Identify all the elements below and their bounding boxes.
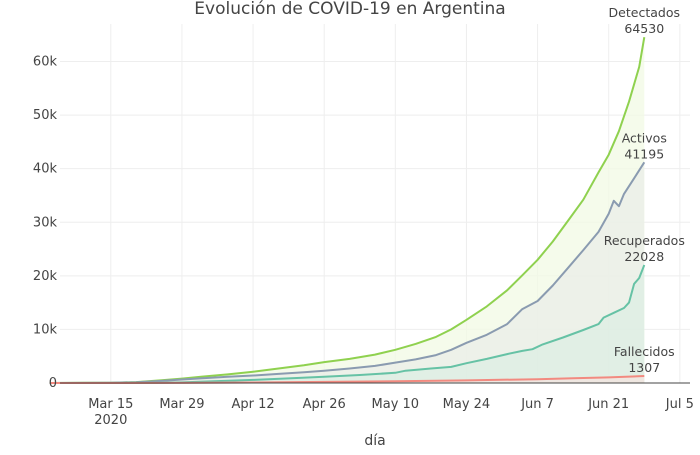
annotation-name: Fallecidos [614, 344, 675, 359]
x-tick-label: Apr 26 [303, 397, 346, 412]
x-tick-sublabel: 2020 [94, 413, 127, 428]
x-tick-label: Mar 29 [159, 397, 204, 412]
line-activos [49, 161, 646, 384]
annotation-value: 64530 [624, 21, 664, 36]
x-tick-label: Apr 12 [231, 397, 274, 412]
area-recuperados [49, 265, 645, 383]
y-tick-label: 20k [33, 269, 58, 284]
x-axis-title: día [364, 433, 385, 449]
y-tick-label: 10k [33, 322, 58, 337]
line-recuperados [49, 264, 646, 384]
chart-title: Evolución de COVID-19 en Argentina [194, 0, 505, 19]
annotation-value: 22028 [624, 249, 664, 264]
y-tick-label: 30k [33, 215, 58, 230]
annotation-name: Activos [622, 130, 667, 145]
annotation-name: Recuperados [604, 233, 685, 248]
y-tick-label: 40k [33, 162, 58, 177]
area-layer [49, 37, 645, 383]
x-tick-label: May 10 [372, 397, 420, 412]
y-tick-label: 50k [33, 108, 58, 123]
annotation-value: 41195 [624, 146, 664, 161]
x-tick-label: Jul 5 [665, 397, 694, 412]
x-tick-label: Jun 7 [520, 397, 554, 412]
y-tick-label: 0 [49, 376, 57, 391]
x-tick-label: Jun 21 [587, 397, 629, 412]
annotation-value: 1307 [628, 360, 660, 375]
annotation-name: Detectados [609, 5, 680, 20]
x-tick-label: May 24 [443, 397, 491, 412]
area-fallecidos [49, 376, 645, 383]
line-detectados [49, 37, 646, 384]
y-tick-label: 60k [33, 55, 58, 70]
x-tick-label: Mar 15 [88, 397, 133, 412]
